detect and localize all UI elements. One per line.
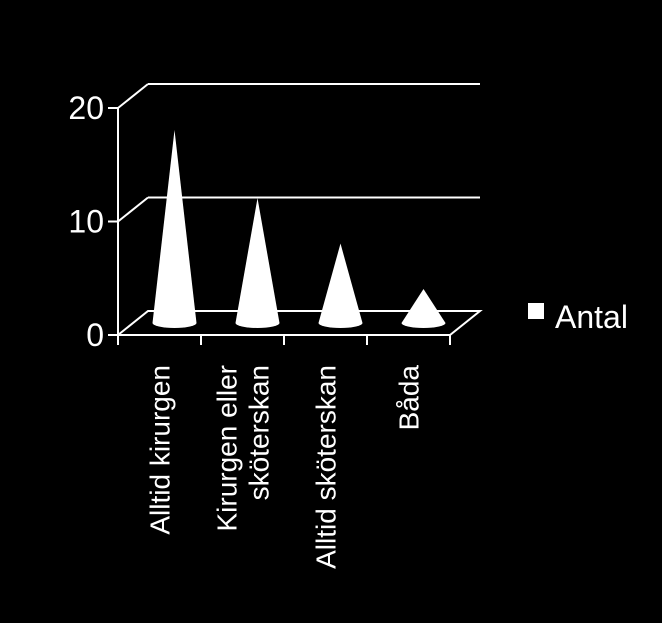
y-tick-label: 20 bbox=[68, 90, 104, 126]
x-category-label-line: Alltid kirurgen bbox=[145, 365, 176, 535]
x-category-label-line: Kirurgen eller bbox=[212, 365, 243, 532]
gridline-side bbox=[117, 196, 149, 223]
cone-shape bbox=[318, 243, 363, 328]
x-category-label-line: Alltid sköterskan bbox=[311, 365, 342, 569]
gridline-side bbox=[117, 83, 149, 109]
x-category-label: Alltid kirurgen bbox=[145, 365, 176, 535]
legend-swatch bbox=[528, 303, 544, 319]
axis-layer: 0 10 20 bbox=[68, 90, 451, 353]
legend-label: Antal bbox=[555, 299, 628, 335]
label-layer: Alltid kirurgen Kirurgen eller sköterskan A… bbox=[145, 365, 425, 569]
y-tick-label: 10 bbox=[68, 204, 104, 240]
cone-shape bbox=[235, 198, 280, 328]
cone-bar bbox=[318, 243, 363, 328]
legend: Antal bbox=[528, 299, 628, 335]
cone-bar bbox=[152, 130, 197, 328]
x-category-label-line: Båda bbox=[394, 365, 425, 431]
cone-layer bbox=[152, 130, 446, 328]
grid-layer bbox=[115, 83, 483, 336]
x-category-label: Båda bbox=[394, 365, 425, 431]
x-category-label: Kirurgen eller sköterskan bbox=[212, 365, 275, 532]
x-category-label-line: sköterskan bbox=[244, 365, 275, 500]
y-tick-label: 0 bbox=[86, 317, 104, 353]
cone-shape bbox=[401, 288, 446, 328]
x-category-label: Alltid sköterskan bbox=[311, 365, 342, 569]
cone-bar bbox=[401, 288, 446, 328]
cone-shape bbox=[152, 130, 197, 328]
cone-bar bbox=[235, 198, 280, 328]
